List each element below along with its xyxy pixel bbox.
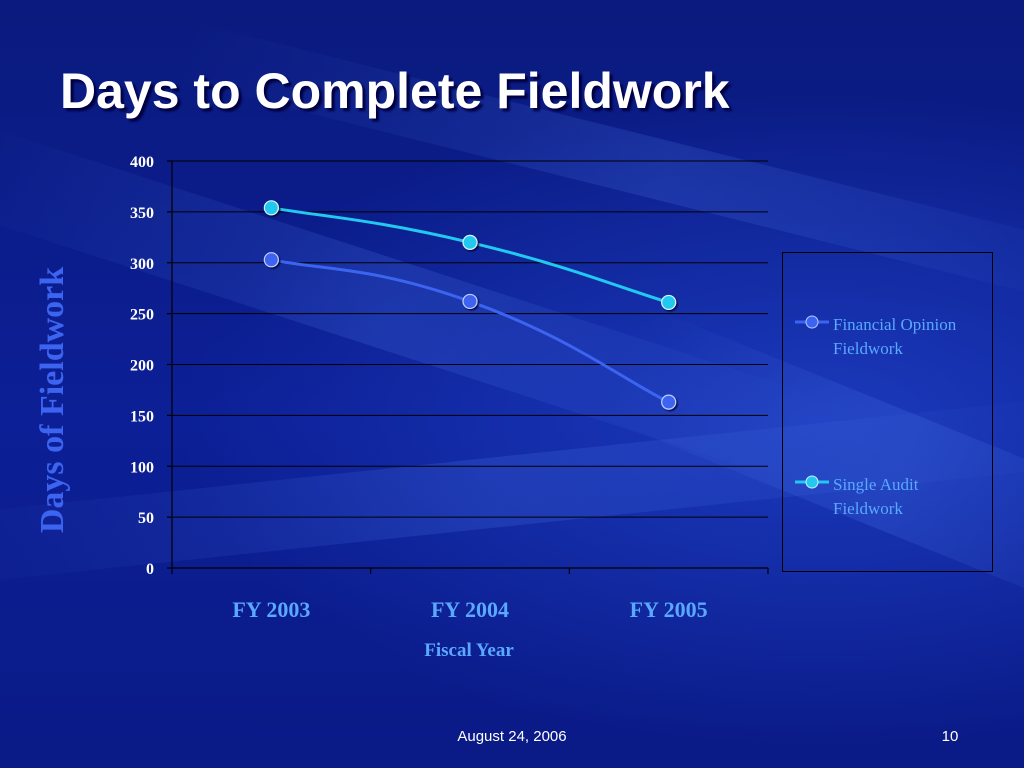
x-tick-label: FY 2003 [232,597,310,622]
y-tick-label: 100 [130,459,154,476]
y-tick-label: 300 [130,256,154,273]
slide-title: Days to Complete Fieldwork [60,63,730,119]
footer-date: August 24, 2006 [457,728,567,745]
legend-label-financial-opinion-line2: Fieldwork [833,339,903,358]
y-tick-label: 150 [130,408,154,425]
data-point-financial-opinion [263,252,279,268]
data-point-single-audit [263,200,279,216]
legend-item-financial-opinion: Financial Opinion Fieldwork [793,313,988,363]
y-tick-label: 350 [130,205,154,222]
x-tick-labels: FY 2003 FY 2004 FY 2005 [232,597,707,622]
x-axis-title: Fiscal Year [424,640,514,661]
y-tick-label: 50 [138,510,154,527]
chart-gridlines [172,160,768,518]
y-tick-labels: 0 50 100 150 200 250 300 350 400 [130,154,154,578]
page-number: 10 [941,728,959,745]
chart-legend: Financial Opinion Fieldwork Single Audit… [782,252,993,572]
legend-swatch-financial-opinion [795,315,829,329]
y-axis-title: Days of Fieldwork [34,267,71,533]
chart-axes [167,160,769,574]
data-point-financial-opinion [462,293,478,310]
series-line-single-audit [271,206,670,304]
legend-item-single-audit: Single Audit Fieldwork [793,473,988,523]
legend-label-single-audit-line1: Single Audit [833,475,919,494]
data-point-financial-opinion [661,394,677,410]
y-tick-label: 0 [146,561,154,578]
legend-swatch-single-audit [795,475,829,489]
series-line-financial-opinion [271,258,670,404]
series-points [263,200,677,410]
y-tick-label: 250 [130,307,154,324]
data-point-single-audit [462,234,478,250]
legend-label-single-audit-line2: Fieldwork [833,499,903,518]
y-tick-label: 200 [130,358,154,375]
y-tick-label: 400 [130,154,154,171]
data-point-single-audit [661,294,677,311]
x-tick-label: FY 2004 [431,597,509,622]
legend-label-financial-opinion-line1: Financial Opinion [833,315,957,334]
x-tick-label: FY 2005 [630,597,708,622]
